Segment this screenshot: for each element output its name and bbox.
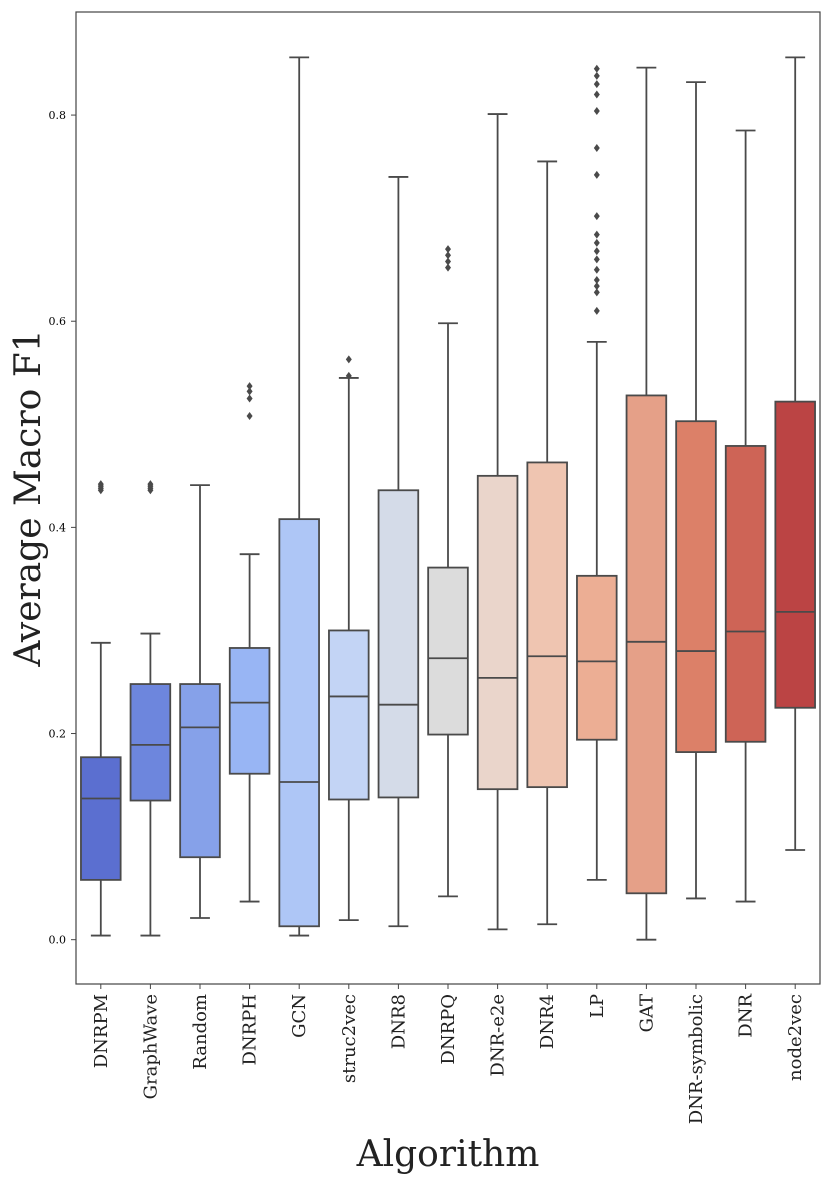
x-tick-label: Random [190,994,211,1070]
y-tick-label: 0.0 [49,934,67,947]
y-axis-title: Average Macro F1 [8,329,49,667]
outlier-point [593,288,600,297]
x-tick-label: GAT [636,994,657,1032]
outlier-point [593,144,600,153]
box-dnr8 [377,489,420,799]
x-tick-label: DNR-symbolic [686,994,707,1124]
outlier-point [593,230,600,239]
outlier-point [345,355,352,364]
box-dnrpq [427,566,469,736]
outlier-point [445,245,451,254]
outlier-point [445,251,451,260]
x-tick-label: GCN [289,994,310,1038]
outlier-point [593,106,600,115]
outlier-point [246,387,253,396]
plot-frame [75,11,821,985]
x-tick-label: DNR-e2e [488,994,509,1077]
y-tick-label: 0.4 [49,521,67,534]
box-dnr4 [526,461,568,789]
x-axis-title: Algorithm [356,1134,540,1175]
outlier-point [593,265,600,274]
outlier-point [593,247,600,256]
x-tick-label: struc2vec [339,994,360,1083]
outlier-point [246,412,253,421]
outlier-point [593,71,600,80]
outlier-point [593,90,600,99]
box-graphwave [129,683,172,802]
x-tick-label: DNR [736,994,757,1038]
box-gcn [278,518,320,928]
y-tick-label: 0.6 [49,315,67,328]
x-tick-label: GraphWave [140,994,161,1099]
outlier-point [246,394,253,403]
box-dnrph [228,647,271,775]
box-random [179,683,221,859]
outlier-point [593,64,600,73]
outlier-point [593,170,600,179]
box-gat [625,394,668,895]
x-tick-label: node2vec [785,994,806,1081]
outlier-point [445,257,451,266]
x-tick-label: DNR4 [537,994,558,1049]
outlier-point [246,382,253,391]
outlier-point [593,275,600,284]
outlier-point [593,238,600,247]
outlier-point [147,480,154,489]
outlier-point [593,255,600,264]
outlier-point [345,371,352,380]
outlier-point [593,80,600,89]
box-dnrpm [80,756,122,881]
outlier-point [97,480,104,489]
x-tick-label: DNRPH [240,994,261,1066]
y-tick-label: 0.8 [49,109,67,122]
box-lp [576,574,618,741]
box-node2vec [774,400,816,709]
outlier-point [593,306,600,315]
box-dnr-symbolic [675,420,717,753]
x-tick-label: LP [587,994,608,1018]
y-tick-label: 0.2 [49,728,67,741]
box-struc2vec [328,629,370,801]
outlier-point [445,263,451,272]
box-dnr [724,445,767,743]
outlier-point [593,282,600,291]
outlier-point [593,212,600,221]
x-tick-label: DNRPQ [438,994,459,1065]
plot-area: 0.0 0.2 0.4 0.6 0.8 DNRPM GraphWave Random DNRPH… [49,56,816,1124]
box-dnr-e2e [476,474,519,791]
x-tick-label: DNR8 [388,994,409,1049]
x-tick-label: DNRPM [91,994,112,1068]
